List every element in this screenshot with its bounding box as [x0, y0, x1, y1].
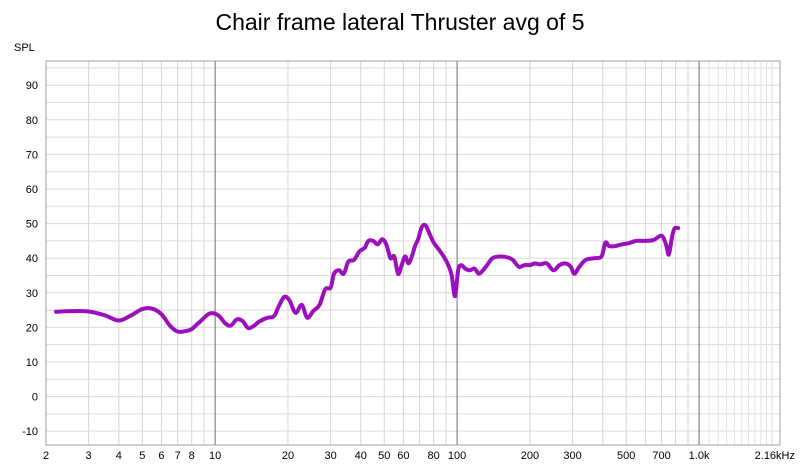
y-tick-label: 30 [26, 288, 38, 300]
x-tick-label: 100 [448, 450, 466, 462]
series-line [54, 222, 681, 334]
y-tick-label: 80 [26, 115, 38, 127]
plot-frame [45, 60, 781, 446]
gridlines [45, 61, 780, 445]
y-tick-label: 90 [26, 80, 38, 92]
x-tick-label: 700 [652, 450, 670, 462]
x-tick-label: 300 [563, 450, 581, 462]
y-tick-label: 40 [26, 253, 38, 265]
series-layer [54, 222, 681, 334]
y-tick-labels: 90 80 70 60 50 40 30 20 10 0 -10 [22, 80, 38, 438]
x-tick-label: 500 [617, 450, 635, 462]
x-tick-label: 2 [43, 450, 49, 462]
x-tick-label: 10 [209, 450, 221, 462]
x-tick-label: 5 [139, 450, 145, 462]
y-tick-label: 50 [26, 219, 38, 231]
y-tick-label: 20 [26, 322, 38, 334]
y-tick-label: 60 [26, 184, 38, 196]
x-tick-label: 50 [378, 450, 390, 462]
x-tick-label: 2.16kHz [755, 450, 795, 462]
x-tick-label: 8 [189, 450, 195, 462]
x-tick-label: 6 [158, 450, 164, 462]
x-tick-label: 20 [282, 450, 294, 462]
x-tick-label: 60 [397, 450, 409, 462]
x-tick-label: 7 [175, 450, 181, 462]
y-tick-label: 0 [32, 392, 38, 404]
x-tick-label: 80 [428, 450, 440, 462]
y-tick-label: -10 [22, 426, 38, 438]
x-tick-label: 200 [521, 450, 539, 462]
x-tick-label: 1.0k [689, 450, 710, 462]
x-tick-label: 40 [355, 450, 367, 462]
y-tick-label: 70 [26, 149, 38, 161]
y-tick-label: 10 [26, 357, 38, 369]
x-tick-label: 30 [324, 450, 336, 462]
x-tick-labels: 2 3 4 5 6 7 8 10 20 30 40 50 60 80 100 200 300 500 700 1.0k… [43, 450, 795, 462]
y-axis-label: SPL [14, 42, 35, 54]
chart-title: Chair frame lateral Thruster avg of 5 [215, 9, 585, 35]
x-tick-label: 3 [86, 450, 92, 462]
x-tick-label: 4 [116, 450, 122, 462]
